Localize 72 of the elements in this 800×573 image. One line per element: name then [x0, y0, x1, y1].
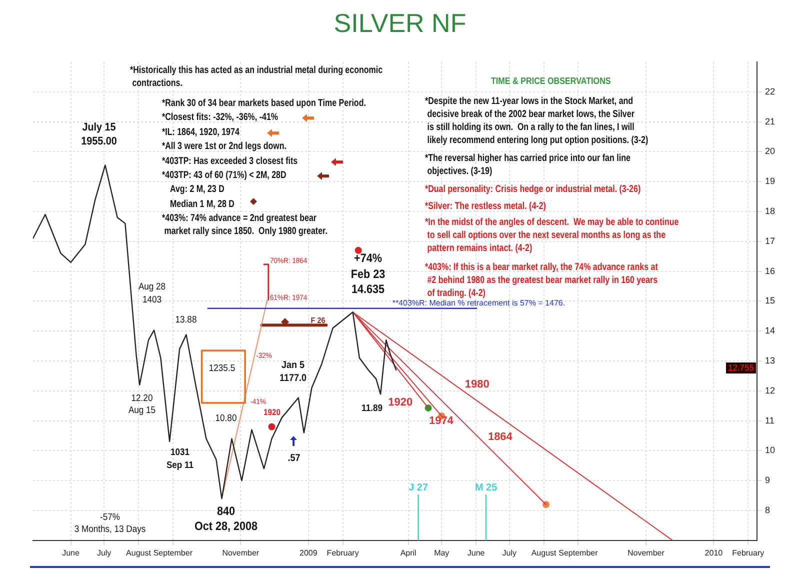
- y-tick-label: 8: [764, 504, 770, 515]
- y-tick-label: 12: [764, 385, 776, 396]
- annotation: *Closest fits: -32%, -36%, -41%: [162, 111, 278, 124]
- y-tick-label: 16: [764, 266, 776, 276]
- y-tick-label: 15: [764, 296, 776, 306]
- annotation: *403%: If this is a bear market rally, the 74% advance ranks at #2 behind 1980 as the greatest bear market rally in 160 years of trading. (4-2): [425, 261, 658, 300]
- y-tick-label: 11: [764, 415, 774, 426]
- annotation: .57: [288, 452, 300, 465]
- series-label: 1864: [488, 430, 514, 443]
- ref-line-label: M 25: [474, 482, 498, 494]
- annotation: *Despite the new 11-year lows in the Stock Market, and decisive break of the 2002 bear market lows, the Silver is still holding its own. On a rally to the fan lines, I will likely recommend entering long put option positions. (3-2): [425, 95, 648, 147]
- y-tick-label: 13: [764, 355, 776, 366]
- annotation: 12.20 Aug 15: [128, 392, 156, 418]
- annotation: Avg: 2 M, 23 D: [170, 183, 224, 196]
- series-label: 1920: [388, 396, 413, 409]
- x-tick-label: 2009: [299, 548, 318, 558]
- annotation: 13.88: [176, 314, 197, 327]
- y-tick-label: 20: [764, 146, 776, 156]
- x-tick-label: September: [558, 548, 598, 558]
- annotation: *In the midst of the angles of descent. We may be able to continue to sell call options over the next several months as long as the pattern remains intact. (4-2): [425, 216, 679, 255]
- annotation: *Silver: The restless metal. (4-2): [425, 200, 546, 213]
- x-tick-label: September: [153, 548, 193, 558]
- annotation: 11.89: [361, 403, 382, 416]
- x-tick-label: April: [400, 548, 417, 558]
- annotation: -57% 3 Months, 13 Days: [74, 512, 146, 537]
- ref-line-label: J 27: [408, 482, 428, 494]
- annotation: *IL: 1864, 1920, 1974: [162, 126, 240, 139]
- x-tick-label: June: [62, 548, 80, 558]
- y-tick-label: 18: [764, 206, 776, 216]
- x-tick-label: July: [96, 548, 112, 558]
- annotation: *Historically this has acted as an industrial metal during economic contractions.: [130, 64, 383, 90]
- annotation: *All 3 were 1st or 2nd legs down.: [162, 140, 286, 153]
- x-tick-label: July: [502, 548, 516, 558]
- annotation: TIME & PRICE OBSERVATIONS: [491, 76, 611, 88]
- annotation: *Rank 30 of 34 bear markets based upon Time Period.: [162, 97, 366, 110]
- annotation: 1920: [263, 406, 280, 418]
- x-tick-label: 2010: [704, 548, 724, 558]
- x-tick-label: February: [326, 548, 359, 558]
- y-tick-label: 10: [764, 445, 776, 456]
- ref-line-label: **403%R: Median % retracement is 57% = 1476.: [392, 298, 566, 308]
- annotation: Jan 5 1177.0: [280, 358, 307, 385]
- y-tick-label: 17: [764, 236, 776, 246]
- x-tick-label: August: [126, 548, 152, 558]
- series-label: 1974: [428, 414, 454, 427]
- annotation: Aug 28 1403: [138, 282, 166, 306]
- annotation: 10.80: [215, 413, 237, 426]
- x-tick-label: May: [434, 548, 450, 558]
- annotation: *The reversal higher has carried price into our fan line objectives. (3-19): [425, 152, 630, 178]
- y-tick-label: 19: [764, 176, 776, 186]
- annotation: F 26: [310, 316, 326, 326]
- series-label: 1980: [464, 378, 490, 391]
- annotation: Median 1 M, 28 D: [170, 198, 234, 211]
- annotation: 12.755: [726, 362, 756, 374]
- annotation: *403TP: 43 of 60 (71%) < 2M, 28D: [162, 169, 286, 182]
- x-tick-label: November: [627, 548, 665, 558]
- x-tick-label: February: [732, 548, 764, 558]
- annotation: 1031 Sep 11: [166, 447, 194, 472]
- chart-title: SILVER NF: [332, 8, 468, 39]
- y-tick-label: 21: [764, 116, 776, 126]
- y-tick-label: 14: [764, 326, 776, 336]
- x-tick-label: August: [531, 548, 558, 558]
- x-tick-label: June: [467, 548, 486, 558]
- annotation: 840 Oct 28, 2008: [194, 504, 258, 535]
- annotation: *403%: 74% advance = 2nd greatest bear market rally since 1850. Only 1980 greater.: [162, 212, 328, 238]
- x-tick-label: November: [222, 548, 260, 558]
- annotation: *Dual personality: Crisis hedge or industrial metal. (3-26): [425, 183, 641, 196]
- annotation: +74% Feb 23 14.635: [350, 251, 385, 298]
- annotation: July 15 1955.00: [81, 120, 118, 150]
- y-tick-label: 22: [764, 86, 776, 96]
- y-tick-label: 9: [764, 475, 770, 486]
- annotation: *403TP: Has exceeded 3 closest fits: [162, 155, 298, 168]
- annotation: 1235.5: [208, 363, 236, 376]
